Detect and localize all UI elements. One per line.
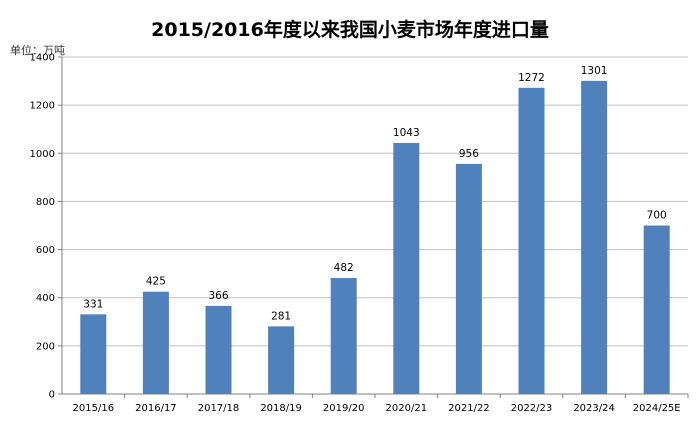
bar-2020-21: [393, 142, 420, 394]
y-tick-label: 200: [36, 341, 55, 352]
chart-title: 2015/2016年度以来我国小麦市场年度进口量: [151, 18, 549, 41]
data-label: 425: [146, 276, 166, 288]
x-tick-label: 2024/25E: [633, 403, 681, 414]
bar-2018-19: [268, 326, 295, 394]
y-tick-label: 600: [36, 245, 55, 256]
x-tick-label: 2015/16: [73, 403, 115, 414]
bar-2022-23: [518, 87, 545, 394]
bar-2015-16: [80, 314, 107, 394]
x-tick-label: 2022/23: [511, 403, 553, 414]
bar-2016-17: [142, 291, 169, 394]
x-tick-label: 2021/22: [448, 403, 490, 414]
data-label: 956: [459, 148, 479, 160]
bar-2017-18: [205, 305, 232, 394]
x-axis-ticks: 2015/16 2016/17 2017/18 2018/19 2019/20 2020/…: [73, 394, 689, 414]
unit-label: 单位：万吨: [10, 43, 65, 57]
data-label: 1301: [581, 65, 608, 77]
x-tick-label: 2023/24: [573, 403, 615, 414]
y-tick-label: 0: [49, 390, 55, 401]
y-tick-label: 800: [36, 197, 55, 208]
bar-2023-24: [581, 80, 608, 394]
x-tick-label: 2019/20: [323, 403, 365, 414]
bar-2019-20: [330, 277, 357, 394]
x-tick-label: 2020/21: [386, 403, 428, 414]
data-label: 700: [647, 210, 667, 222]
x-tick-label: 2017/18: [198, 403, 240, 414]
x-tick-label: 2018/19: [260, 403, 302, 414]
data-label: 1043: [393, 127, 420, 139]
y-axis-ticks: 0 200 400 600 800 1000 1200 1400: [30, 53, 62, 401]
data-label: 331: [83, 298, 103, 310]
y-tick-label: 1200: [30, 101, 55, 112]
y-tick-label: 400: [36, 293, 55, 304]
data-label: 281: [271, 310, 291, 322]
data-labels: 331 425 366 281 482 1043 956 1272 1301 700: [83, 65, 666, 323]
bar-2024-25E: [643, 225, 670, 394]
x-tick-label: 2016/17: [135, 403, 177, 414]
data-label: 1272: [518, 72, 545, 84]
bar-2021-22: [455, 163, 482, 394]
y-tick-label: 1400: [30, 53, 55, 64]
y-tick-label: 1000: [30, 149, 55, 160]
data-label: 482: [334, 262, 354, 274]
bars: [80, 80, 670, 394]
data-label: 366: [208, 290, 228, 302]
